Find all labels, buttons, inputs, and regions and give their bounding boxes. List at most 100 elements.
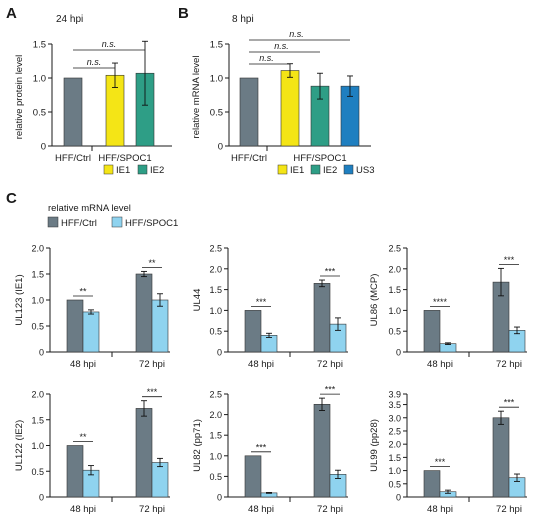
bar-spoc1 [82, 311, 100, 353]
x-group-label: HFF/SPOC1 [98, 153, 151, 164]
y-tick-label: 0 [39, 493, 44, 503]
y-tick-label: 3.5 [388, 400, 401, 410]
chart-title: 24 hpi [56, 14, 83, 25]
significance-label: n.s. [274, 41, 289, 51]
y-tick-label: 0 [396, 348, 401, 358]
significance-label: *** [256, 297, 267, 307]
x-tick-label: 72 hpi [496, 504, 522, 515]
legend-label: HFF/SPOC1 [125, 218, 178, 229]
y-tick-label: 1.5 [33, 40, 46, 51]
y-tick-label: 1.0 [33, 74, 46, 85]
significance-label: ** [79, 287, 87, 297]
bar-ctrl [63, 77, 83, 147]
bar-ctrl [244, 455, 262, 498]
y-tick-label: 0.5 [210, 108, 223, 119]
y-tick-label: 0.5 [209, 327, 222, 337]
y-axis-label: UL82 (pp71) [192, 419, 203, 472]
x-tick-label: 48 hpi [70, 504, 96, 515]
bar-ctrl [423, 470, 441, 498]
y-tick-label: 1.5 [388, 453, 401, 463]
y-tick-label: 1.0 [31, 296, 44, 306]
y-axis-label: UL99 (pp28) [369, 419, 380, 472]
y-tick-label: 0.5 [31, 322, 44, 332]
legend-swatch [47, 216, 59, 228]
legend-swatch [137, 164, 148, 175]
legend-label: IE2 [150, 165, 164, 176]
x-tick-label: 72 hpi [317, 504, 343, 515]
legend-swatch [343, 164, 354, 175]
significance-label: ** [148, 258, 156, 268]
y-tick-label: 1.0 [31, 441, 44, 451]
significance-label: n.s. [102, 39, 117, 49]
legend-swatch [310, 164, 321, 175]
x-tick-label: 72 hpi [139, 359, 165, 370]
y-tick-label: 2.5 [388, 426, 401, 436]
legend-label: US3 [356, 165, 374, 176]
panel-label-a: A [6, 5, 17, 22]
y-tick-label: 0.5 [388, 327, 401, 337]
legend-label: IE1 [290, 165, 304, 176]
bar-ctrl [66, 445, 84, 498]
y-tick-label: 1.5 [388, 285, 401, 295]
x-group-label: HFF/SPOC1 [293, 153, 346, 164]
y-tick-label: 1.5 [210, 40, 223, 51]
bar-ctrl [239, 77, 259, 147]
bar-ctrl [313, 403, 331, 498]
significance-label: *** [504, 398, 515, 408]
significance-label: n.s. [289, 29, 304, 39]
y-tick-label: 0 [396, 493, 401, 503]
y-tick-label: 0.5 [388, 479, 401, 489]
y-tick-label: 1.5 [31, 415, 44, 425]
bar-spoc1 [151, 299, 169, 353]
y-axis-label: UL44 [192, 289, 203, 312]
significance-label: *** [504, 255, 515, 265]
y-tick-label: 1.5 [209, 431, 222, 441]
y-tick-label: 2.0 [31, 390, 44, 400]
y-tick-label: 2.0 [209, 410, 222, 420]
y-axis-label: UL86 (MCP) [369, 274, 380, 327]
y-tick-label: 2.0 [388, 440, 401, 450]
legend-label: HFF/Ctrl [61, 218, 97, 229]
significance-label: ** [79, 432, 87, 442]
y-axis-label: UL123 (IE1) [14, 274, 25, 325]
x-tick-label: 48 hpi [427, 504, 453, 515]
y-tick-label: 0 [217, 348, 222, 358]
y-tick-label: 1.0 [209, 451, 222, 461]
bar-spoc1 [151, 462, 169, 498]
bar-ctrl [135, 408, 153, 498]
legend-swatch [111, 216, 123, 228]
y-tick-label: 1.5 [209, 285, 222, 295]
x-tick-label: 48 hpi [248, 359, 274, 370]
y-tick-label: 2.5 [209, 244, 222, 254]
legend-swatch [277, 164, 288, 175]
y-tick-label: 2.0 [209, 264, 222, 274]
legend-label: IE2 [323, 165, 337, 176]
y-tick-label: 0.5 [209, 472, 222, 482]
x-tick-label: 48 hpi [427, 359, 453, 370]
chart-title: 8 hpi [232, 14, 254, 25]
legend-swatch [103, 164, 114, 175]
x-tick-label: 72 hpi [139, 504, 165, 515]
x-group-label: HFF/Ctrl [231, 153, 267, 164]
y-tick-label: 1.0 [388, 466, 401, 476]
y-axis-label: relative mRNA level [191, 56, 202, 139]
x-tick-label: 72 hpi [317, 359, 343, 370]
bar-ctrl [135, 273, 153, 353]
y-tick-label: 0.5 [33, 108, 46, 119]
panel-label-b: B [178, 5, 189, 22]
x-tick-label: 48 hpi [70, 359, 96, 370]
significance-label: *** [147, 387, 158, 397]
significance-label: n.s. [259, 53, 274, 63]
y-tick-label: 1.5 [31, 270, 44, 280]
y-tick-label: 2.0 [388, 264, 401, 274]
x-group-label: HFF/Ctrl [55, 153, 91, 164]
y-axis-label: relative protein level [14, 55, 25, 140]
y-axis-label: UL122 (IE2) [14, 420, 25, 471]
y-tick-label: 3.0 [388, 413, 401, 423]
bar-ctrl [244, 310, 262, 353]
significance-label: *** [256, 442, 267, 452]
y-tick-label: 2.0 [31, 244, 44, 254]
x-tick-label: 48 hpi [248, 504, 274, 515]
legend-label: IE1 [116, 165, 130, 176]
